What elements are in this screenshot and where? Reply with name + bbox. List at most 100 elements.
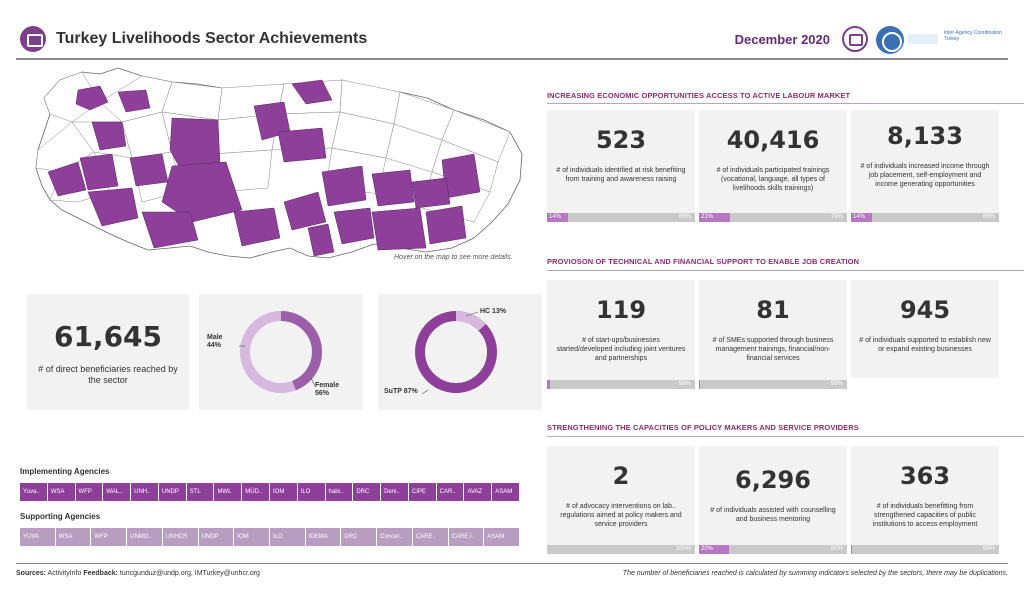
province-konya[interactable]	[161, 161, 243, 223]
supporting-agency-chip[interactable]: YUVA	[20, 528, 56, 546]
kpi-value: 119	[595, 296, 647, 324]
province-sanliurfa[interactable]	[371, 207, 427, 251]
province-mardin[interactable]	[425, 205, 467, 245]
supporting-agency-chip[interactable]: UNHCR	[162, 528, 199, 546]
province-bursa[interactable]	[91, 121, 127, 151]
supporting-agency-chip[interactable]: UNMO..	[127, 528, 163, 546]
supporting-agency-chip[interactable]: ASAM	[484, 528, 520, 546]
kpi-value: 945	[899, 296, 951, 324]
kpi-description: # of individuals participated trainings …	[716, 167, 830, 192]
province-izmir[interactable]	[47, 161, 87, 197]
implementing-agency-chip[interactable]: DRC	[353, 483, 382, 501]
progress-right-label: 99%	[982, 546, 995, 552]
province-hatay[interactable]	[307, 223, 335, 257]
feedback-contacts[interactable]: tuncgunduz@undp.org, IMTurkey@unhcr.org	[119, 570, 260, 577]
province-adiyaman[interactable]	[411, 177, 451, 209]
kpi-value: 2	[612, 462, 630, 490]
sector-logo-icon	[842, 26, 868, 52]
supporting-agency-chip[interactable]: IDEMA	[305, 528, 342, 546]
province-manisa[interactable]	[79, 153, 119, 191]
implementing-agency-chip[interactable]: CIPE	[408, 483, 437, 501]
gender-donut-card[interactable]: Male 44% Female 56%	[199, 294, 363, 410]
kpi-card-income[interactable]: 8,133 # of individuals increased income …	[851, 110, 999, 222]
progress-fill	[851, 213, 872, 222]
kpi-card-trainings[interactable]: 40,416 # of individuals participated tra…	[699, 110, 847, 222]
supporting-agency-chip[interactable]: WSA	[55, 528, 92, 546]
implementing-agency-chip[interactable]: WFP	[75, 483, 104, 501]
sources-value: ActivityInfo	[47, 570, 82, 577]
kpi-card-smes[interactable]: 81 # of SMEs supported through business …	[699, 280, 847, 389]
progress-right-label: 86%	[678, 214, 691, 220]
section-title-job-creation: PROVIOSON OF TECHNICAL AND FINANCIAL SUP…	[547, 257, 860, 266]
supporting-agency-chip[interactable]: WFP	[91, 528, 128, 546]
progress-right-label: 100%	[675, 546, 691, 552]
kpi-card-public-institutions[interactable]: 363 # of individuals benefitting from st…	[851, 446, 999, 554]
province-eskisehir[interactable]	[129, 153, 169, 187]
implementing-agency-chip[interactable]: WAL..	[103, 483, 132, 501]
province-mersin[interactable]	[233, 207, 281, 247]
implementing-agency-chip[interactable]: MWL	[214, 483, 243, 501]
page-title: Turkey Livelihoods Sector Achievements	[56, 30, 368, 47]
implementing-agency-chip[interactable]: UNH..	[131, 483, 159, 501]
gender-donut-chart[interactable]	[199, 294, 363, 410]
progress-right-label: 99%	[830, 381, 843, 387]
implementing-agency-chip[interactable]: WSA	[47, 483, 76, 501]
supporting-agency-chip[interactable]: CARE..	[412, 528, 449, 546]
supporting-agency-chip[interactable]: Concer..	[377, 528, 413, 546]
supporting-agency-chip[interactable]: ILO	[270, 528, 306, 546]
kpi-card-advocacy[interactable]: 2 # of advocacy interventions on lab.. r…	[547, 446, 695, 554]
kpi-description: # of advocacy interventions on lab.. reg…	[560, 503, 682, 528]
kpi-description: # of individuals benefitting from streng…	[872, 503, 978, 528]
population-donut-chart[interactable]	[378, 294, 542, 410]
implementing-agency-chip[interactable]: ASAM	[492, 483, 520, 501]
implementing-agency-chip[interactable]: UNDP	[158, 483, 187, 501]
kpi-card-counselling[interactable]: 6,296 # of individuals assisted with cou…	[699, 446, 847, 554]
implementing-agency-chip[interactable]: Deni..	[381, 483, 409, 501]
progress-left-label: 20%	[701, 546, 714, 552]
kpi-value: 6,296	[735, 466, 811, 494]
supporting-agency-chip[interactable]: CARE I..	[448, 528, 485, 546]
implementing-agency-chip[interactable]: ILO	[297, 483, 326, 501]
implementing-agency-chip[interactable]: habi..	[325, 483, 354, 501]
implementing-agency-chip[interactable]: STL	[186, 483, 215, 501]
province-istanbul[interactable]	[75, 85, 109, 111]
province-antalya[interactable]	[141, 211, 199, 249]
supporting-agency-chip[interactable]: DRC	[341, 528, 378, 546]
province-gaziantep[interactable]	[333, 207, 375, 245]
supporting-agency-chip[interactable]: IOM	[234, 528, 270, 546]
kpi-card-at-risk-training[interactable]: 523 # of individuals identified at risk …	[547, 110, 695, 222]
page-header: Turkey Livelihoods Sector Achievements D…	[16, 24, 1008, 60]
progress-left-label: 14%	[549, 214, 562, 220]
coordination-logo-text: Inter-Agency Coordination Turkey	[944, 30, 1003, 42]
donut-segment-male[interactable]	[240, 311, 322, 393]
implementing-agency-chip[interactable]: AVAZ	[464, 483, 493, 501]
kpi-description: # of individuals identified at risk bene…	[556, 167, 686, 183]
implementing-agency-chip[interactable]: Yuva..	[20, 483, 48, 501]
province-sivas[interactable]	[277, 127, 327, 163]
kpi-description: # of individuals assisted with counselli…	[710, 507, 836, 523]
implementing-agency-chip[interactable]: IOM	[270, 483, 298, 501]
turkey-province-map[interactable]	[22, 62, 530, 264]
kpi-card-new-businesses[interactable]: 945 # of individuals supported to establ…	[851, 280, 999, 378]
implementing-agency-chip[interactable]: MÜD..	[242, 483, 270, 501]
kpi-card-startups[interactable]: 119 # of start-ups/businesses started/de…	[547, 280, 695, 389]
progress-right-label: 79%	[830, 214, 843, 220]
province-kahramanmaras[interactable]	[321, 165, 367, 207]
implementing-agencies-list: Yuva.. WSA WFP WAL.. UNH.. UNDP STL MWL MÜD.. IOM…	[20, 483, 520, 501]
progress-fill	[547, 213, 568, 222]
province-malatya[interactable]	[371, 169, 415, 207]
progress-bar: 98%	[547, 380, 695, 389]
province-kocaeli[interactable]	[117, 89, 151, 113]
donut-label-sutp: SuTP 87%	[384, 388, 418, 395]
progress-bar: 100%	[547, 545, 695, 554]
implementing-agency-chip[interactable]: CAR..	[436, 483, 465, 501]
population-donut-card[interactable]: HC 13% SuTP 87%	[378, 294, 542, 410]
kpi-value: 40,416	[726, 126, 820, 154]
province-adana[interactable]	[283, 191, 327, 231]
donut-label-male: Male 44%	[207, 334, 223, 349]
province-denizli[interactable]	[87, 187, 139, 227]
province-samsun[interactable]	[291, 79, 333, 105]
donut-segment-hc[interactable]	[415, 311, 497, 393]
supporting-agency-chip[interactable]: UNDP	[198, 528, 235, 546]
progress-bar: 99%	[699, 380, 847, 389]
